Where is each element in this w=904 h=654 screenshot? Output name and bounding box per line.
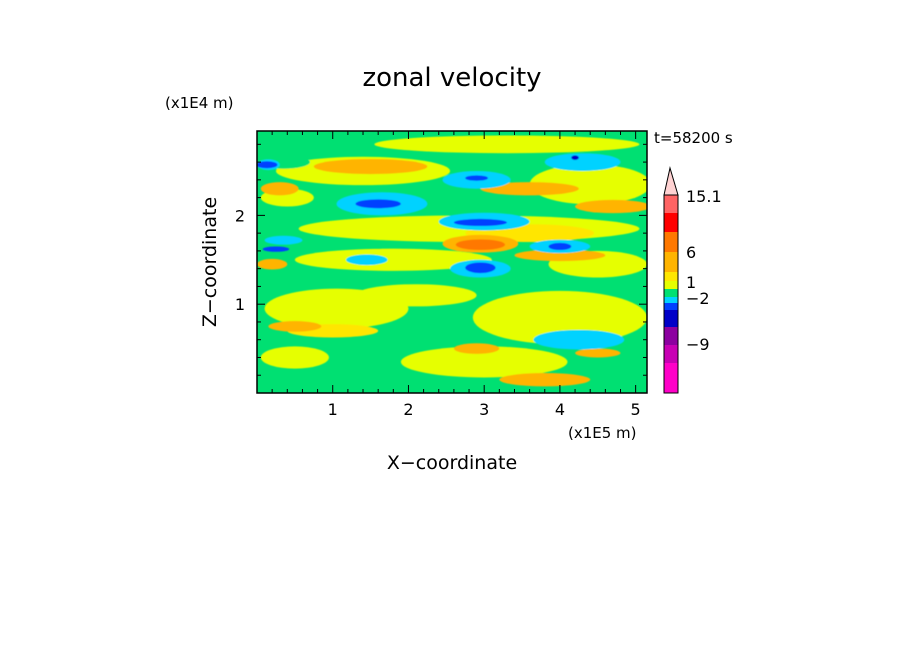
velocity-contour — [260, 182, 299, 196]
y-unit-label: (x1E4 m) — [165, 94, 234, 112]
velocity-contour — [268, 321, 322, 332]
velocity-contour — [575, 199, 647, 214]
colorbar — [664, 195, 678, 393]
velocity-contour — [472, 290, 647, 345]
colorbar-segment — [664, 363, 678, 393]
colorbar-arrow — [663, 166, 679, 196]
velocity-contour — [294, 248, 492, 271]
colorbar-segment — [664, 327, 678, 345]
velocity-contour — [264, 235, 303, 245]
colorbar-label: 1 — [686, 273, 696, 292]
colorbar-segment — [664, 303, 678, 310]
axis-ticks — [257, 131, 647, 393]
velocity-contour — [544, 153, 621, 171]
x-tick-label: 5 — [631, 400, 641, 419]
velocity-contour — [529, 164, 647, 205]
velocity-contour — [575, 348, 621, 358]
velocity-contour — [355, 199, 401, 209]
colorbar-segment — [664, 281, 678, 289]
colorbar-segment — [664, 252, 678, 272]
x-unit-label: (x1E5 m) — [568, 424, 637, 442]
velocity-contour — [571, 155, 579, 160]
colorbar-frame — [663, 194, 679, 394]
x-tick-label: 2 — [403, 400, 413, 419]
colorbar-segment — [664, 345, 678, 363]
colorbar-segment — [664, 213, 678, 232]
velocity-contour — [355, 284, 477, 307]
velocity-contour — [257, 258, 288, 270]
colorbar-label: 15.1 — [686, 187, 722, 206]
velocity-contour — [453, 218, 507, 227]
velocity-contour — [455, 239, 506, 251]
x-tick-label: 4 — [555, 400, 565, 419]
colorbar-segment — [664, 195, 678, 213]
velocity-contour — [514, 249, 606, 262]
velocity-contour — [453, 343, 500, 354]
velocity-contour — [345, 254, 388, 266]
colorbar-segment — [664, 232, 678, 252]
velocity-contour — [400, 346, 568, 378]
velocity-contour — [499, 373, 591, 387]
chart-title: zonal velocity — [362, 63, 541, 93]
x-axis-label: X−coordinate — [387, 452, 517, 474]
velocity-contour — [480, 182, 579, 196]
colorbar-segment — [664, 289, 678, 297]
velocity-contour — [548, 242, 572, 251]
colorbar-label: 6 — [686, 243, 696, 262]
velocity-contour — [257, 161, 278, 169]
velocity-contour — [465, 175, 488, 181]
colorbar-segment — [664, 297, 678, 303]
y-axis-label: Z−coordinate — [199, 197, 221, 327]
velocity-contour — [465, 262, 496, 274]
y-tick-label: 2 — [235, 206, 245, 225]
plot-frame — [256, 130, 648, 394]
velocity-contour — [262, 246, 290, 252]
time-label: t=58200 s — [654, 129, 733, 147]
x-tick-label: 1 — [328, 400, 338, 419]
colorbar-segment — [664, 310, 678, 327]
velocity-contour — [533, 329, 625, 350]
colorbar-segment — [664, 272, 678, 281]
velocity-contour — [374, 135, 640, 154]
x-tick-label: 3 — [479, 400, 489, 419]
velocity-field — [257, 135, 647, 387]
y-tick-label: 1 — [235, 295, 245, 314]
velocity-contour — [260, 346, 329, 369]
velocity-contour — [313, 158, 428, 175]
colorbar-label: −2 — [686, 289, 710, 308]
colorbar-label: −9 — [686, 335, 710, 354]
